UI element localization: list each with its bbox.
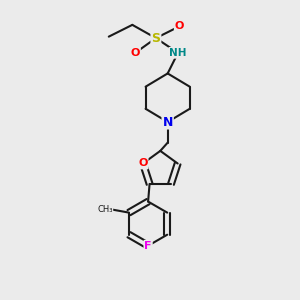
Text: S: S bbox=[152, 32, 160, 45]
Text: O: O bbox=[130, 48, 140, 58]
Text: N: N bbox=[163, 116, 173, 128]
Text: CH₃: CH₃ bbox=[97, 205, 113, 214]
Text: F: F bbox=[144, 241, 152, 251]
Text: O: O bbox=[138, 158, 148, 169]
Text: NH: NH bbox=[169, 48, 187, 58]
Text: O: O bbox=[175, 21, 184, 31]
